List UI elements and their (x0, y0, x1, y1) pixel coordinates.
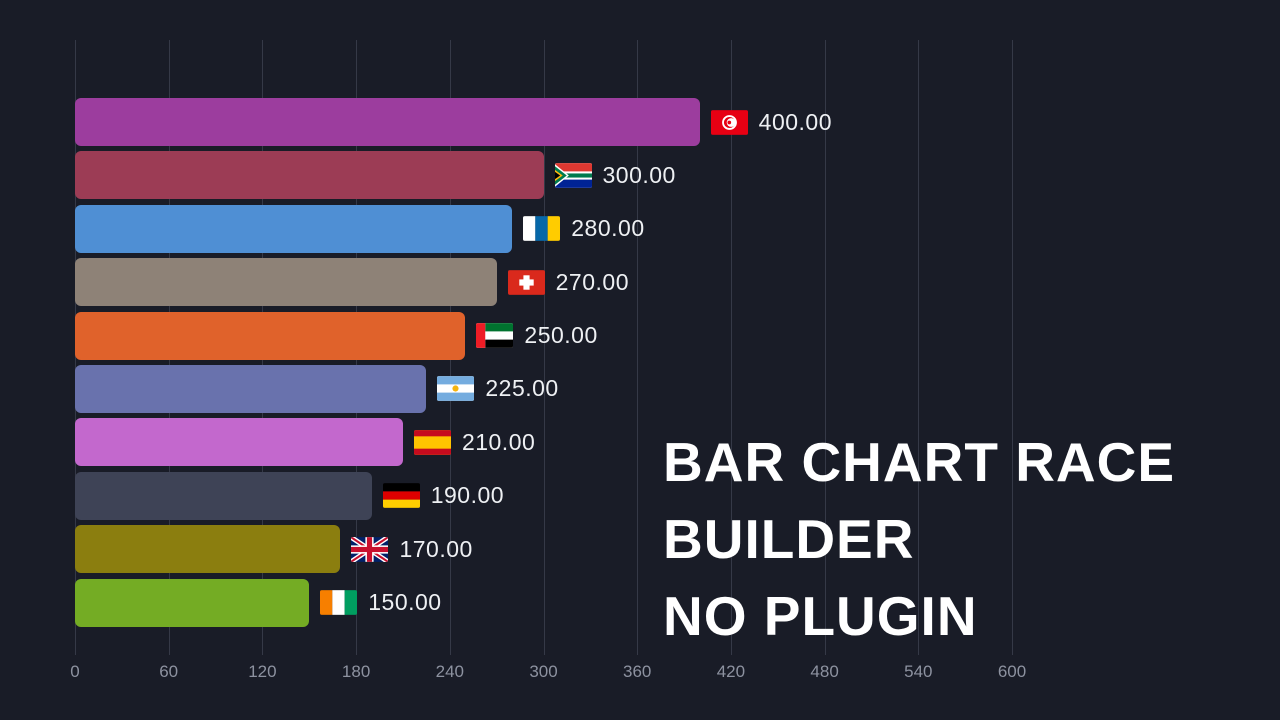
argentina-flag-icon (437, 376, 475, 402)
x-tick-label-420: 420 (716, 662, 746, 681)
spain-flag-icon (413, 430, 451, 455)
bar-value-label-south-africa: 300.00 (602, 161, 676, 188)
bar-value-label-spain: 210.00 (461, 428, 536, 455)
x-tick-label-120: 120 (248, 662, 277, 681)
united-kingdom-flag-icon (351, 536, 389, 562)
canary-islands-flag-icon (523, 216, 561, 242)
tunisia-flag (710, 109, 748, 135)
x-tick-label-480: 480 (810, 662, 839, 681)
bar-value-label-united-kingdom: 170.00 (399, 535, 473, 562)
bar-germany (75, 471, 372, 520)
bar-row-canary-islands: 280.00 (75, 204, 832, 253)
bar-row-argentina: 225.00 (75, 364, 832, 413)
south-africa-flag (554, 163, 592, 188)
bar-value-label-germany: 190.00 (430, 482, 505, 509)
x-tick-label-180: 180 (341, 662, 371, 681)
switzerland-flag (507, 269, 545, 295)
bar-row-ivory-coast: 150.00 (75, 578, 832, 627)
bar-value-label-ivory-coast: 150.00 (368, 589, 442, 616)
bar-spain (75, 418, 403, 467)
bar-value-label-tunisia: 400.00 (758, 108, 833, 135)
bar-row-united-kingdom: 170.00 (75, 525, 832, 574)
bar-uae (75, 311, 466, 360)
x-tick-label-60: 60 (159, 662, 179, 681)
bar-row-uae: 250.00 (75, 311, 832, 360)
x-axis: 0 60 120 180 240 300 360 420 480 540 600 (0, 662, 1280, 688)
bar-value-label-argentina: 225.00 (485, 375, 559, 402)
bar-row-germany: 190.00 (75, 471, 832, 520)
x-tick-label-0: 0 (70, 662, 80, 681)
x-tick-label-540: 540 (904, 662, 933, 681)
overlay-title: BAR CHART RACE BUILDER NO PLUGIN (663, 424, 1175, 655)
uae-flag (476, 323, 514, 348)
gridline-480 (824, 40, 826, 655)
x-tick-label-600: 600 (997, 662, 1027, 681)
gridline-420 (730, 40, 732, 655)
bar-row-tunisia: 400.00 (75, 98, 832, 146)
canary-islands-flag (523, 216, 561, 242)
x-tick-label-300: 300 (529, 662, 558, 681)
switzerland-flag-icon (507, 269, 545, 295)
gridline-360 (637, 40, 639, 655)
overlay-line-3: NO PLUGIN (663, 585, 978, 647)
gridline-300 (543, 40, 545, 655)
germany-flag-icon (382, 483, 420, 509)
bar-canary-islands (75, 204, 513, 253)
bar-value-label-canary-islands: 280.00 (571, 215, 645, 242)
overlay-line-1: BAR CHART RACE (663, 431, 1176, 493)
ivory-coast-flag-icon (320, 590, 358, 615)
bar-argentina (75, 364, 427, 413)
ivory-coast-flag (320, 590, 358, 615)
germany-flag (382, 483, 420, 509)
bar-switzerland (75, 258, 497, 307)
spain-flag (413, 430, 451, 455)
bar-ivory-coast (75, 578, 310, 627)
x-tick-label-360: 360 (623, 662, 652, 681)
bar-united-kingdom (75, 525, 341, 574)
argentina-flag (437, 376, 475, 402)
bar-south-africa (75, 151, 544, 200)
bar-row-switzerland: 270.00 (75, 258, 832, 307)
overlay-line-2: BUILDER (663, 508, 915, 570)
bar-tunisia (75, 98, 700, 146)
bar-rows: 400.00 300.00 280.00 270.00 250.00 225.00 210.… (75, 98, 832, 627)
bar-row-spain: 210.00 (75, 418, 832, 467)
uae-flag-icon (476, 323, 514, 348)
bar-value-label-uae: 250.00 (524, 322, 598, 349)
tunisia-flag-icon (710, 109, 748, 135)
bar-value-label-switzerland: 270.00 (555, 268, 629, 295)
united-kingdom-flag (351, 536, 389, 562)
south-africa-flag-icon (554, 163, 592, 188)
x-tick-label-240: 240 (435, 662, 464, 681)
gridline-600 (1012, 40, 1013, 655)
bar-row-south-africa: 300.00 (75, 151, 832, 200)
gridline-540 (918, 40, 920, 655)
